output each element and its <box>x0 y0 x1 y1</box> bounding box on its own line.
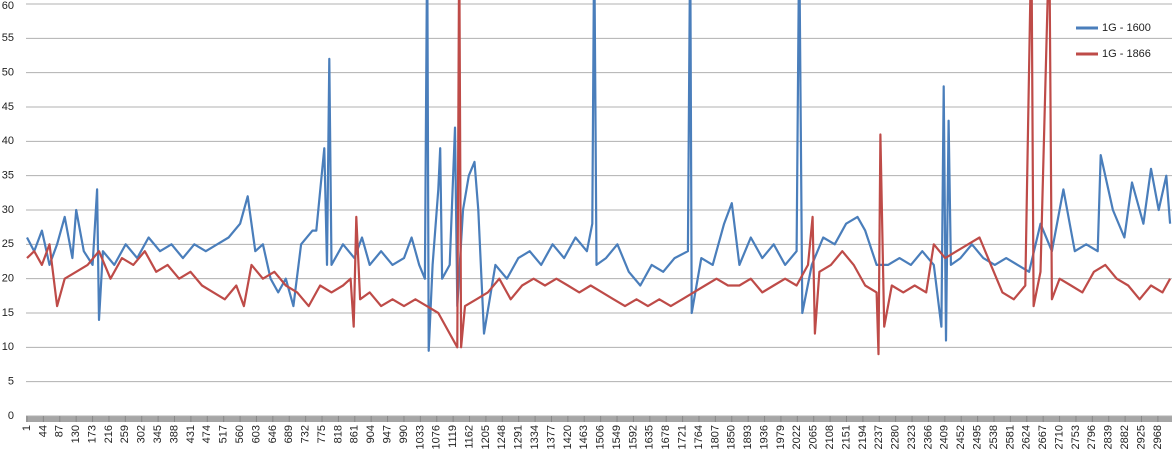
x-tick-label: 1291 <box>513 425 525 449</box>
x-tick-label: 1678 <box>660 425 672 449</box>
x-tick-label: 2839 <box>1103 425 1115 449</box>
x-tick-label: 1076 <box>431 425 443 449</box>
x-tick-label: 1 <box>21 425 33 431</box>
x-tick-label: 990 <box>398 425 410 443</box>
x-tick-label: 1205 <box>480 425 492 449</box>
x-tick-label: 2409 <box>939 425 951 449</box>
x-tick-label: 560 <box>234 425 246 443</box>
x-tick-label: 1033 <box>414 425 426 449</box>
x-tick-label: 2495 <box>972 425 984 449</box>
x-tick-label: 861 <box>349 425 361 443</box>
x-tick-label: 474 <box>201 425 213 443</box>
x-tick-label: 388 <box>168 425 180 443</box>
y-tick-label: 55 <box>2 32 14 44</box>
x-tick-label: 689 <box>283 425 295 443</box>
x-tick-label: 302 <box>136 425 148 443</box>
x-tick-label: 2667 <box>1037 425 1049 449</box>
x-tick-label: 646 <box>267 425 279 443</box>
y-tick-label: 0 <box>8 410 14 422</box>
y-tick-label: 60 <box>2 0 14 12</box>
x-tick-label: 603 <box>250 425 262 443</box>
x-tick-label: 2108 <box>824 425 836 449</box>
x-tick-label: 259 <box>119 425 131 443</box>
series-line <box>26 0 1172 352</box>
series-line <box>26 0 1172 356</box>
legend-label: 1G - 1866 <box>1102 48 1151 60</box>
y-tick-label: 40 <box>2 135 14 147</box>
x-tick-label: 2925 <box>1135 425 1147 449</box>
y-tick-label: 15 <box>2 307 14 319</box>
x-tick-label: 1635 <box>644 425 656 449</box>
x-tick-label: 2581 <box>1004 425 1016 449</box>
x-tick-label: 2237 <box>873 425 885 449</box>
x-tick-label: 1420 <box>562 425 574 449</box>
x-tick-label: 130 <box>70 425 82 443</box>
x-tick-label: 1119 <box>447 425 459 448</box>
x-tick-label: 2624 <box>1021 425 1033 449</box>
y-tick-label: 10 <box>2 341 14 353</box>
x-tick-label: 44 <box>37 425 49 437</box>
x-tick-label: 2968 <box>1152 425 1164 449</box>
x-tick-label: 2151 <box>840 425 852 449</box>
y-tick-label: 50 <box>2 67 14 79</box>
y-tick-label: 5 <box>8 376 14 388</box>
x-tick-label: 775 <box>316 425 328 443</box>
x-tick-label: 1248 <box>496 425 508 449</box>
x-tick-label: 2366 <box>922 425 934 449</box>
x-tick-label: 1377 <box>545 425 557 449</box>
x-tick-label: 2065 <box>808 425 820 449</box>
x-tick-label: 2280 <box>890 425 902 449</box>
y-tick-label: 25 <box>2 238 14 250</box>
x-tick-label: 1807 <box>709 425 721 449</box>
x-tick-label: 1334 <box>529 425 541 449</box>
x-tick-label: 2753 <box>1070 425 1082 449</box>
x-tick-label: 345 <box>152 425 164 443</box>
y-tick-label: 20 <box>2 273 14 285</box>
y-tick-label: 45 <box>2 101 14 113</box>
plot-area <box>26 0 1172 356</box>
x-axis-bar <box>26 416 1172 422</box>
x-tick-label: 1506 <box>595 425 607 449</box>
x-tick-label: 904 <box>365 425 377 443</box>
x-tick-label: 1850 <box>726 425 738 449</box>
x-tick-label: 2022 <box>791 425 803 449</box>
x-tick-label: 431 <box>185 425 197 443</box>
x-tick-label: 947 <box>381 425 393 443</box>
x-tick-label: 2796 <box>1086 425 1098 449</box>
x-tick-label: 818 <box>332 425 344 443</box>
x-tick-label: 1463 <box>578 425 590 449</box>
x-tick-label: 2323 <box>906 425 918 449</box>
x-tick-label: 2538 <box>988 425 1000 449</box>
x-tick-label: 1979 <box>775 425 787 449</box>
x-tick-label: 1162 <box>463 425 475 449</box>
x-tick-label: 2710 <box>1053 425 1065 449</box>
y-tick-label: 30 <box>2 204 14 216</box>
legend-label: 1G - 1600 <box>1102 22 1151 34</box>
x-tick-label: 2194 <box>857 425 869 449</box>
x-tick-label: 216 <box>103 425 115 443</box>
x-tick-label: 2882 <box>1119 425 1131 449</box>
x-tick-label: 1592 <box>627 425 639 449</box>
x-tick-label: 1549 <box>611 425 623 449</box>
x-tick-label: 173 <box>86 425 98 443</box>
legend: 1G - 1600 1G - 1866 <box>1076 22 1151 60</box>
x-tick-label: 1764 <box>693 425 705 449</box>
x-tick-label: 2452 <box>955 425 967 449</box>
y-tick-label: 35 <box>2 170 14 182</box>
x-tick-label: 517 <box>218 425 230 443</box>
x-tick-label: 1893 <box>742 425 754 449</box>
x-tick-label: 87 <box>54 425 66 437</box>
x-tick-label: 1721 <box>676 425 688 449</box>
x-tick-label: 732 <box>300 425 312 443</box>
x-tick-label: 1936 <box>758 425 770 449</box>
